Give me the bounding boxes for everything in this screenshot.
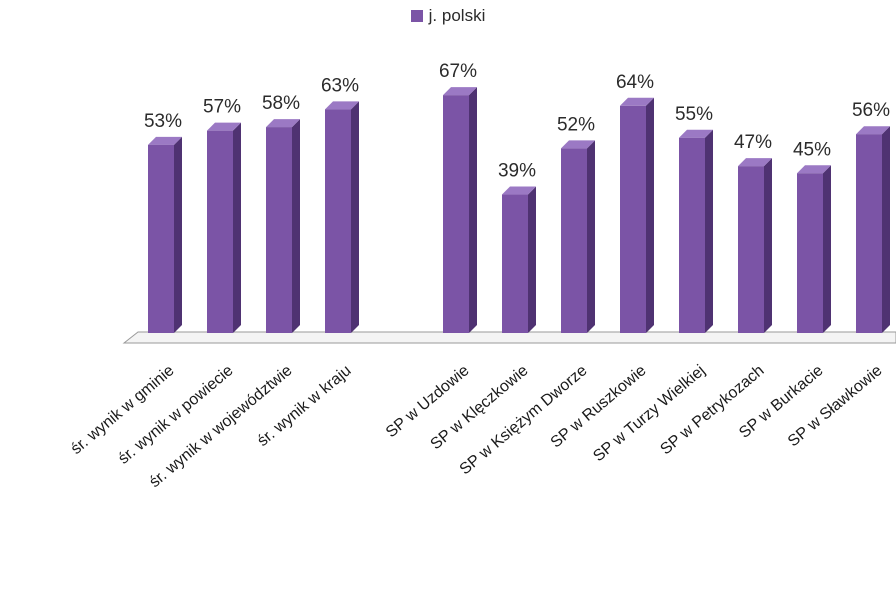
bar-top: [738, 158, 772, 167]
legend-label: j. polski: [428, 6, 486, 25]
bar: [443, 95, 469, 334]
bar-top: [561, 140, 595, 149]
data-label: 45%: [793, 139, 831, 160]
bar-side: [587, 140, 595, 333]
data-label: 53%: [144, 111, 182, 132]
bar-side: [292, 119, 300, 333]
bar: [325, 109, 351, 333]
legend-swatch: [410, 10, 423, 22]
bar: [797, 173, 823, 333]
bar-top: [856, 126, 890, 135]
bar-top: [207, 122, 241, 131]
bar: [620, 105, 646, 333]
data-label: 63%: [321, 75, 359, 96]
legend: j. polski: [0, 6, 896, 26]
bar-top: [148, 136, 182, 145]
data-label: 67%: [439, 61, 477, 82]
bar: [561, 148, 587, 333]
bar-top: [266, 119, 300, 128]
data-label: 47%: [734, 132, 772, 153]
bar-top: [443, 87, 477, 96]
bar-top: [325, 101, 359, 110]
bar: [266, 127, 292, 333]
bar: [207, 130, 233, 333]
bar-top: [502, 186, 536, 195]
bar-top: [620, 97, 654, 106]
bar-side: [764, 158, 772, 333]
x-tick-label: SP w Petrykozach: [657, 362, 767, 458]
bar: [502, 194, 528, 333]
x-tick-label: SP w Turzy Wielkiej: [590, 362, 708, 465]
chart-floor: [122, 331, 896, 344]
x-tick-label: SP w Klęczkowie: [428, 362, 532, 453]
bar-side: [882, 126, 890, 333]
bar-top: [679, 129, 713, 138]
bar: [679, 137, 705, 333]
bar-side: [646, 97, 654, 333]
data-label: 57%: [203, 97, 241, 118]
data-label: 58%: [262, 93, 300, 114]
bar-side: [705, 129, 713, 333]
bar-side: [233, 122, 241, 334]
data-label: 56%: [852, 100, 890, 121]
bar-side: [351, 101, 359, 333]
bar: [856, 134, 882, 333]
bar-side: [528, 186, 536, 333]
bar-top: [797, 165, 831, 174]
bar-side: [174, 136, 182, 333]
x-tick-label: śr. wynik w gminie: [68, 362, 178, 458]
data-label: 55%: [675, 104, 713, 125]
data-label: 39%: [498, 161, 536, 182]
bar-side: [823, 165, 831, 333]
x-tick-label: śr. wynik w powiecie: [115, 362, 236, 468]
bar: [148, 144, 174, 333]
bar: [738, 166, 764, 333]
data-label: 52%: [557, 114, 595, 135]
bar-side: [469, 87, 477, 334]
data-label: 64%: [616, 72, 654, 93]
